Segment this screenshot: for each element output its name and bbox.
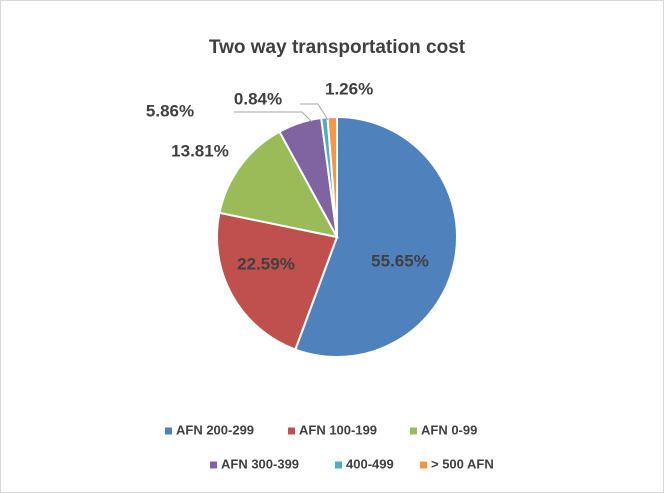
legend-swatch — [335, 461, 342, 469]
legend-label: AFN 300-399 — [221, 456, 299, 471]
data-label: 22.59% — [237, 254, 295, 273]
data-label: 0.84% — [234, 89, 282, 108]
legend-label: > 500 AFN — [431, 456, 494, 471]
legend-swatch — [420, 461, 427, 469]
legend-swatch — [288, 427, 295, 435]
chart-title: Two way transportation cost — [209, 37, 466, 58]
data-label: 1.26% — [325, 79, 373, 98]
data-label: 55.65% — [371, 251, 429, 270]
data-label: 13.81% — [171, 141, 229, 160]
legend-swatch — [165, 427, 172, 435]
pie-slice — [218, 130, 339, 239]
pie-slice — [326, 115, 338, 238]
legend-swatch — [210, 461, 217, 469]
leader-line — [234, 111, 313, 123]
data-label: 5.86% — [146, 101, 194, 120]
pie-slice — [294, 115, 458, 358]
pie-slice — [216, 211, 339, 351]
legend-label: 400-499 — [346, 456, 394, 471]
legend-label: AFN 200-299 — [176, 422, 254, 437]
legend-label: AFN 0-99 — [421, 422, 477, 437]
legend-swatch — [410, 427, 417, 435]
leader-line — [300, 103, 329, 121]
legend-label: AFN 100-199 — [299, 422, 377, 437]
